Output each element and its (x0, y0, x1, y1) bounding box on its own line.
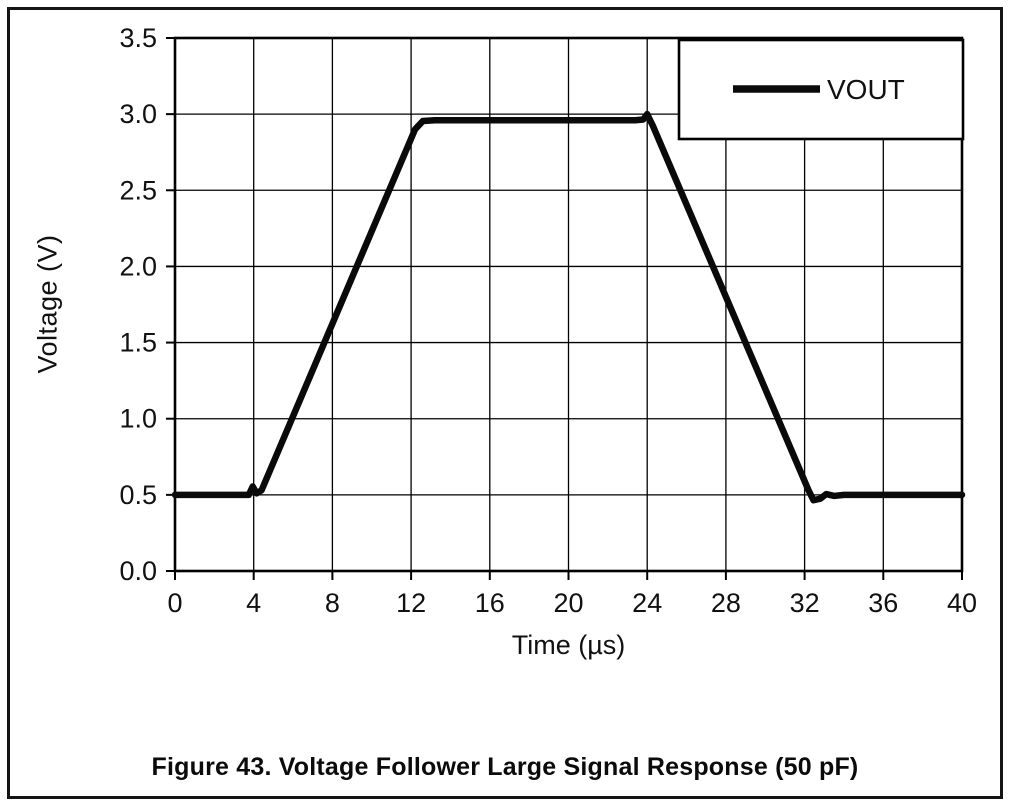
y-tick-label: 3.0 (119, 99, 157, 129)
x-axis-title: Time (µs) (511, 630, 626, 660)
x-tick-label: 12 (396, 588, 426, 618)
y-tick-label: 3.5 (119, 23, 157, 53)
legend-label: VOUT (827, 74, 905, 105)
x-tick-label: 32 (790, 588, 820, 618)
x-tick-label: 8 (325, 588, 340, 618)
x-tick-label: 36 (868, 588, 898, 618)
x-tick-label: 4 (246, 588, 261, 618)
x-tick-label: 40 (947, 588, 977, 618)
y-tick-label: 2.5 (119, 175, 157, 205)
x-tick-label: 0 (167, 588, 182, 618)
plot-border (173, 36, 964, 573)
y-tick-label: 2.0 (119, 251, 157, 281)
y-tick-label: 0.5 (119, 480, 157, 510)
y-tick-label: 0.0 (119, 556, 157, 586)
y-tick-label: 1.5 (119, 328, 157, 358)
x-tick-label: 16 (475, 588, 505, 618)
figure-caption: Figure 43. Voltage Follower Large Signal… (151, 753, 859, 781)
series-vout (171, 110, 966, 504)
legend-box (677, 38, 965, 141)
y-tick-label: 1.0 (119, 404, 157, 434)
y-axis-title: Voltage (V) (32, 234, 63, 374)
legend: VOUT (677, 38, 965, 141)
x-tick-label: 24 (632, 588, 662, 618)
x-tick-label: 20 (553, 588, 583, 618)
x-tick-label: 28 (711, 588, 741, 618)
